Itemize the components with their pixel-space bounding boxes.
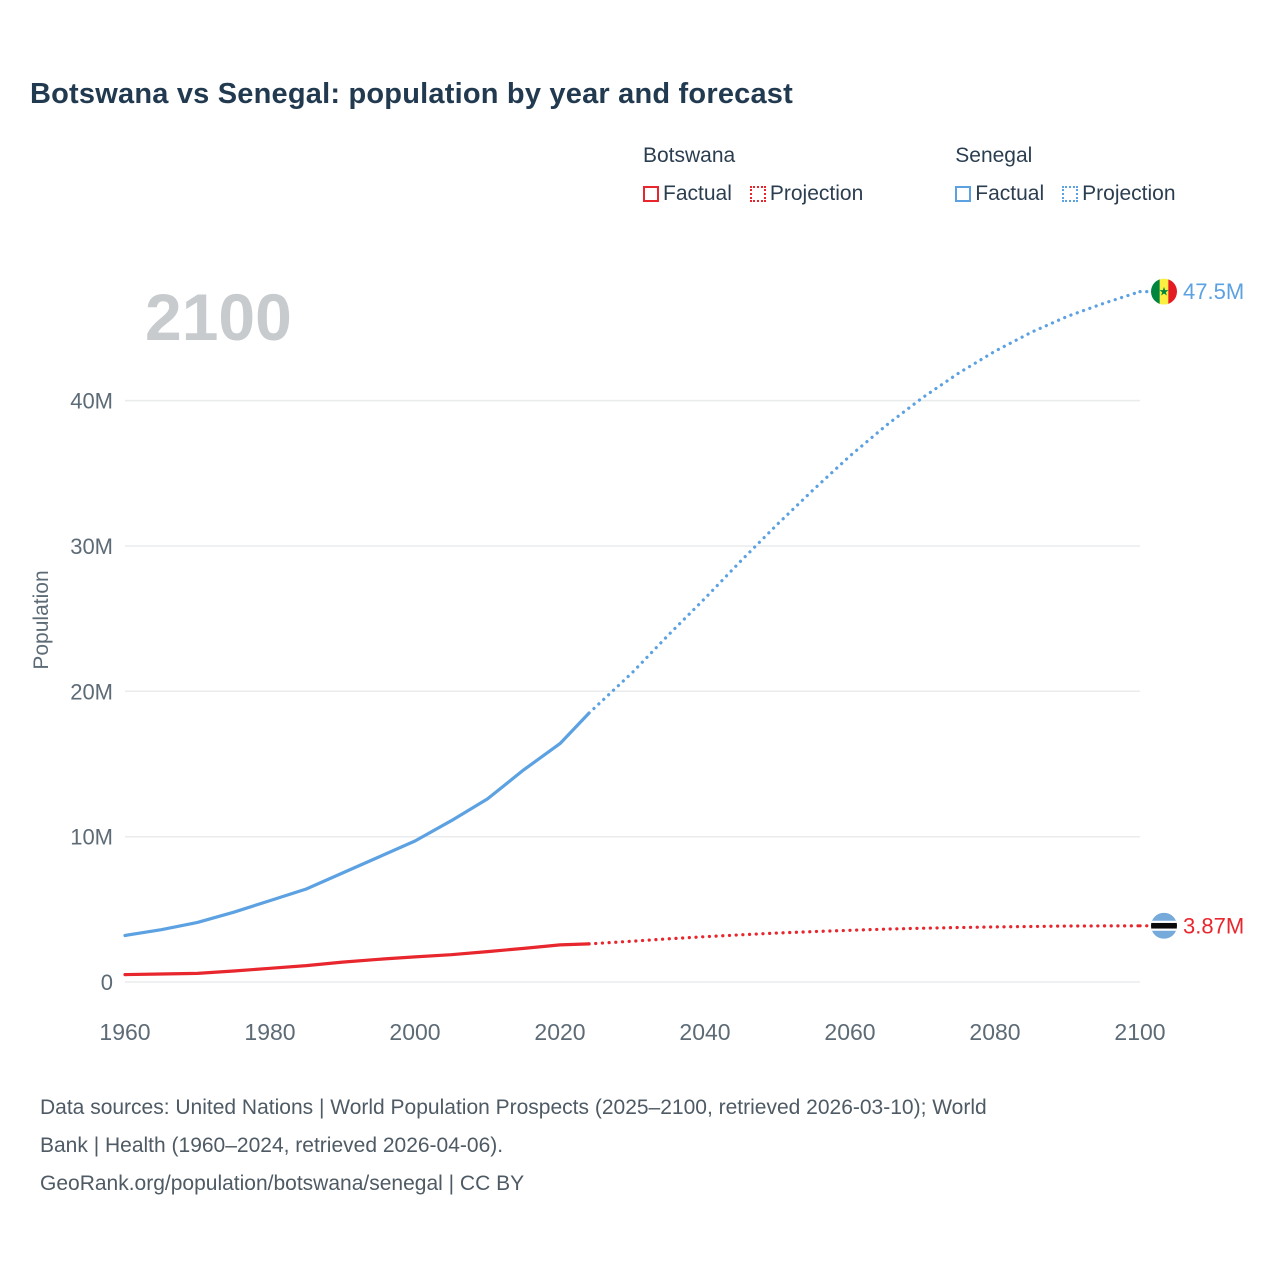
legend-items-botswana: Factual Projection [643, 182, 863, 206]
y-tick-label: 20M [70, 679, 113, 704]
y-tick-label: 0 [101, 970, 113, 995]
legend-group-title-senegal: Senegal [955, 144, 1033, 167]
y-tick-label: 10M [70, 825, 113, 850]
series-senegal-projection [587, 290, 1142, 715]
chart-title: Botswana vs Senegal: population by year … [30, 78, 793, 110]
senegal-projection-swatch-icon [1062, 186, 1079, 202]
x-tick-label: 1980 [244, 1019, 295, 1045]
legend-item-botswana-projection[interactable]: Projection [749, 182, 864, 206]
series-senegal-factual [123, 711, 591, 938]
legend-label-senegal-factual: Factual [975, 182, 1045, 205]
legend-item-botswana-factual[interactable]: Factual [643, 182, 732, 206]
y-tick-label: 40M [70, 389, 113, 414]
series-botswana-projection [587, 924, 1142, 946]
x-tick-label: 2080 [969, 1019, 1020, 1045]
x-tick-label: 2040 [679, 1019, 730, 1045]
legend-item-senegal-projection[interactable]: Projection [1062, 182, 1176, 206]
footer-sources-line-2: Bank | Health (1960–2024, retrieved 2026… [40, 1134, 504, 1157]
x-tick-label: 2060 [824, 1019, 875, 1045]
senegal-factual-swatch-icon [955, 186, 972, 202]
footer-sources-line-1: Data sources: United Nations | World Pop… [40, 1096, 987, 1119]
footer-attribution: GeoRank.org/population/botswana/senegal … [40, 1172, 525, 1195]
end-label-senegal: 47.5M [1183, 279, 1244, 304]
botswana-factual-swatch-icon [643, 186, 659, 202]
y-tick-label: 30M [70, 534, 113, 559]
series-botswana-factual [123, 942, 591, 977]
senegal-flag-icon [1151, 278, 1177, 305]
legend-label-botswana-projection: Projection [769, 182, 864, 205]
legend: Botswana Factual Projection Senegal Fact… [643, 144, 1176, 206]
y-axis-label: Population [30, 570, 53, 669]
x-tick-label: 1960 [99, 1019, 150, 1045]
x-tick-label: 2100 [1114, 1019, 1165, 1045]
x-tick-label: 2020 [534, 1019, 585, 1045]
watermark-year: 2100 [145, 280, 292, 354]
botswana-flag-icon [1151, 912, 1177, 939]
legend-items-senegal: Factual Projection [955, 182, 1176, 206]
legend-group-title-botswana: Botswana [643, 144, 736, 167]
legend-group-botswana: Botswana Factual Projection [643, 144, 863, 206]
botswana-projection-swatch-icon [749, 186, 766, 202]
footer: Data sources: United Nations | World Pop… [40, 1089, 1240, 1203]
legend-label-botswana-factual: Factual [663, 182, 732, 205]
legend-label-senegal-projection: Projection [1082, 182, 1176, 205]
x-tick-label: 2000 [389, 1019, 440, 1045]
legend-group-senegal: Senegal Factual Projection [955, 144, 1176, 206]
end-label-botswana: 3.87M [1183, 913, 1244, 938]
legend-item-senegal-factual[interactable]: Factual [955, 182, 1044, 206]
